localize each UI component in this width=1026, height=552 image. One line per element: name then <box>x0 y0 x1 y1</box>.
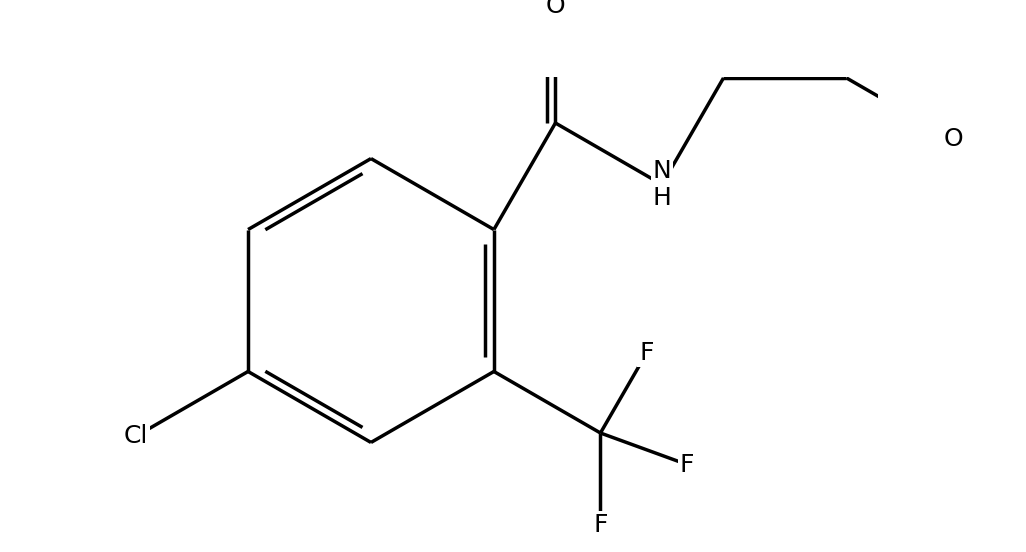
Text: O: O <box>546 0 565 18</box>
Text: N
H: N H <box>653 158 671 210</box>
Text: O: O <box>943 128 962 151</box>
Text: F: F <box>639 341 654 365</box>
Text: Cl: Cl <box>124 424 149 448</box>
Text: F: F <box>680 453 695 476</box>
Text: F: F <box>593 513 607 537</box>
